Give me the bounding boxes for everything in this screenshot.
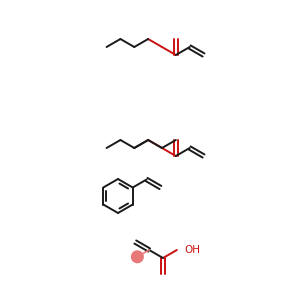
Text: OH: OH — [185, 245, 201, 255]
Circle shape — [131, 250, 144, 263]
